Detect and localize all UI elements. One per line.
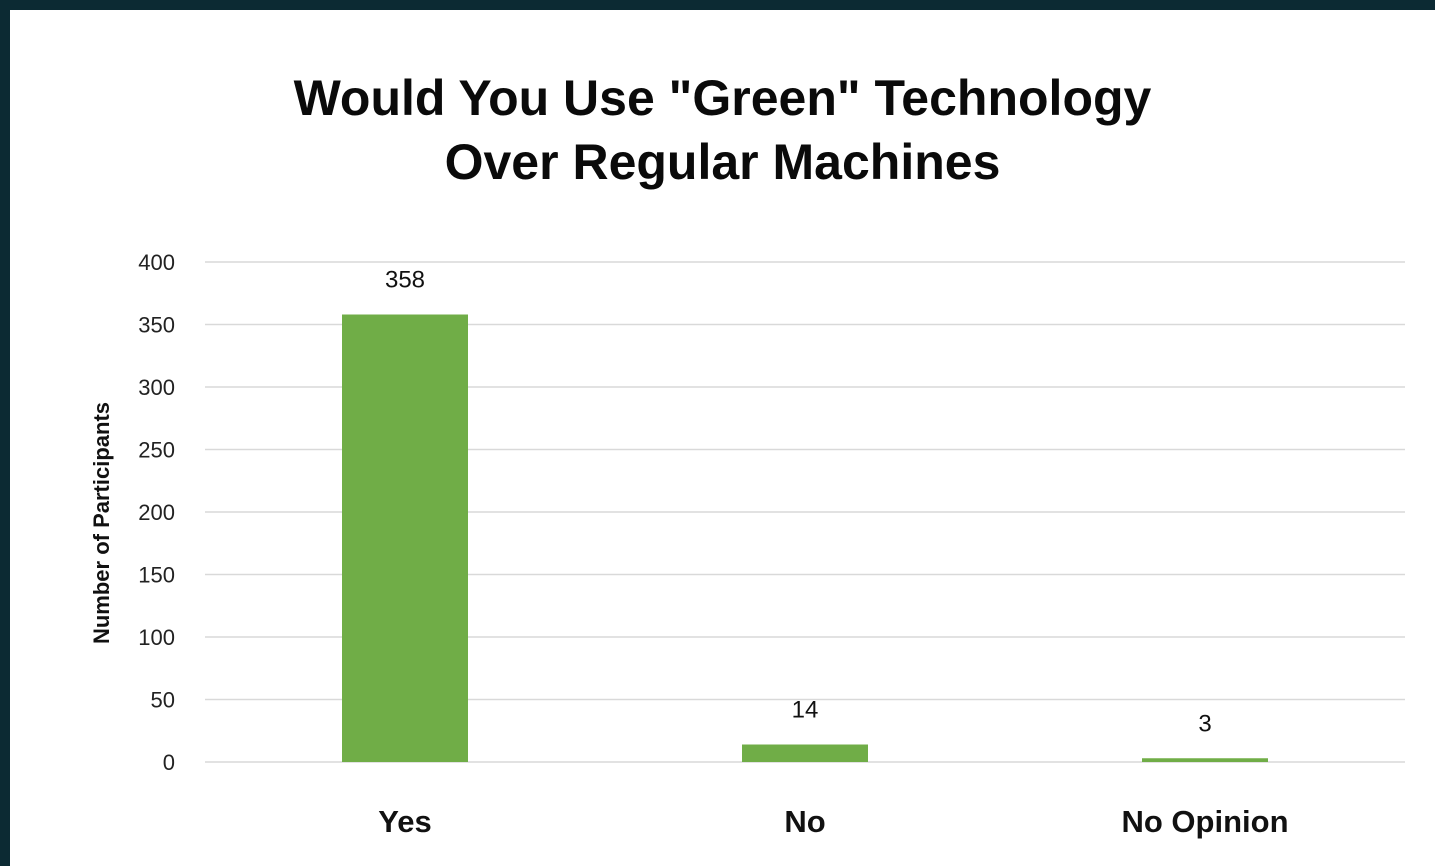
y-tick-label: 200 [138, 500, 175, 525]
chart-title: Would You Use "Green" Technology Over Re… [10, 66, 1435, 194]
bar [1142, 758, 1268, 762]
y-tick-label: 400 [138, 250, 175, 275]
y-tick-label: 300 [138, 375, 175, 400]
y-tick-label: 250 [138, 438, 175, 463]
bar [342, 314, 468, 762]
chart-frame: Would You Use "Green" Technology Over Re… [10, 10, 1435, 866]
x-category-label: Yes [378, 804, 431, 839]
x-category-label: No [784, 804, 825, 839]
data-label: 3 [1198, 710, 1211, 737]
y-tick-label: 50 [151, 688, 175, 713]
y-tick-label: 100 [138, 625, 175, 650]
bar [742, 744, 868, 762]
chart-title-line-2: Over Regular Machines [444, 134, 1001, 190]
x-category-label: No Opinion [1121, 804, 1288, 839]
data-label: 358 [385, 267, 425, 294]
y-tick-label: 0 [163, 750, 175, 775]
y-tick-label: 150 [138, 563, 175, 588]
y-tick-label: 350 [138, 313, 175, 338]
data-label: 14 [792, 697, 819, 724]
chart-title-line-1: Would You Use "Green" Technology [293, 70, 1152, 126]
